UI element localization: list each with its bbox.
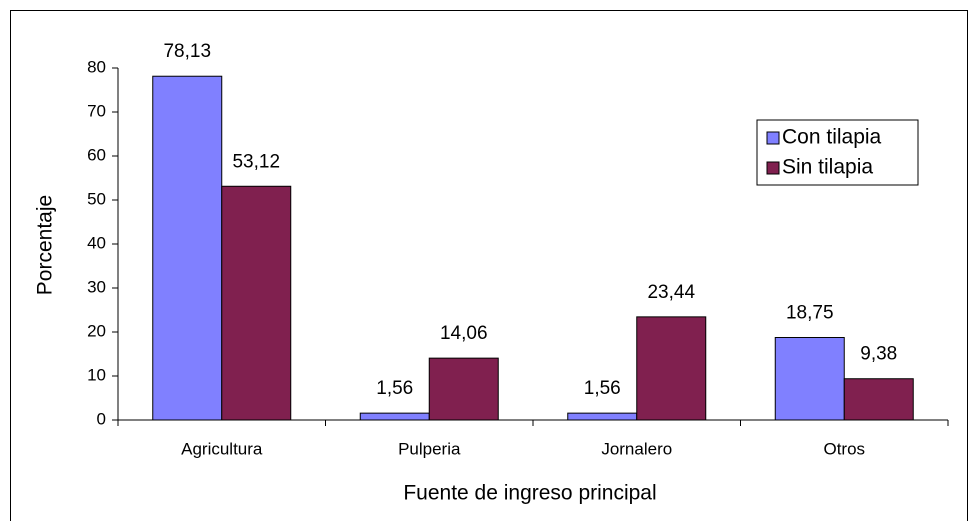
x-axis-title: Fuente de ingreso principal xyxy=(403,482,656,505)
bar xyxy=(843,378,914,421)
x-tick-label: Agricultura xyxy=(181,439,263,458)
legend-swatch xyxy=(766,161,780,175)
y-tick-label: 80 xyxy=(87,57,106,76)
bar xyxy=(636,316,707,421)
legend-label: Con tilapia xyxy=(782,126,882,149)
value-label: 18,75 xyxy=(786,303,834,324)
legend-box xyxy=(756,119,919,186)
bar xyxy=(567,412,638,421)
bar xyxy=(428,357,499,421)
y-tick-label: 70 xyxy=(87,101,106,120)
y-tick-label: 10 xyxy=(87,365,106,384)
bar xyxy=(359,412,430,421)
legend-swatch xyxy=(766,131,780,145)
y-tick-label: 50 xyxy=(87,189,106,208)
y-tick-label: 0 xyxy=(97,409,106,428)
x-tick-label: Pulperia xyxy=(398,439,461,458)
y-tick-label: 30 xyxy=(87,277,106,296)
value-label: 53,12 xyxy=(232,151,280,172)
value-label: 23,44 xyxy=(647,282,695,303)
y-tick-label: 20 xyxy=(87,321,106,340)
y-tick-label: 60 xyxy=(87,145,106,164)
value-label: 1,56 xyxy=(584,378,621,399)
bar xyxy=(774,337,845,421)
value-label: 14,06 xyxy=(440,323,488,344)
chart-border xyxy=(10,10,968,521)
legend-label: Sin tilapia xyxy=(782,156,873,179)
x-tick-label: Otros xyxy=(823,439,865,458)
x-tick-label: Jornalero xyxy=(601,439,672,458)
value-label: 1,56 xyxy=(376,378,413,399)
bar xyxy=(152,75,223,421)
bar xyxy=(221,185,292,421)
y-tick-label: 40 xyxy=(87,233,106,252)
value-label: 9,38 xyxy=(860,344,897,365)
value-label: 78,13 xyxy=(163,41,211,62)
y-axis-title: Porcentaje xyxy=(34,195,57,295)
